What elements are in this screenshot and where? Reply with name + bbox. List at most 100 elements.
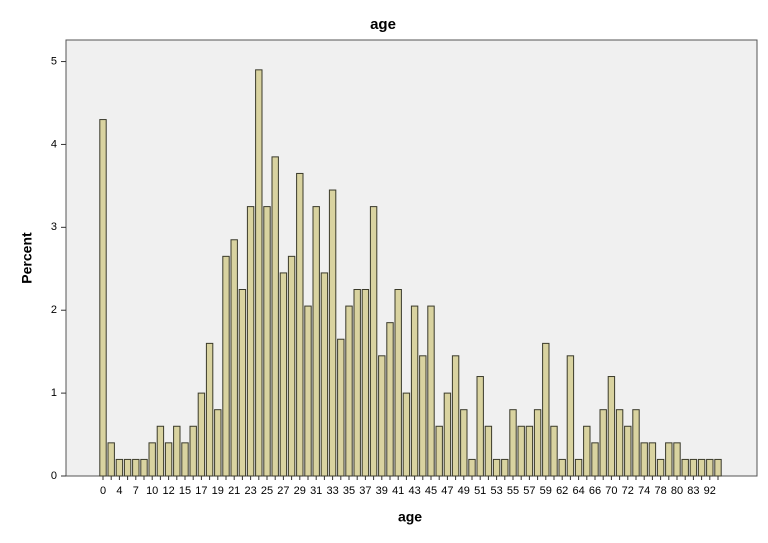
x-tick-label: 21 — [228, 485, 240, 497]
x-tick-label: 29 — [294, 485, 306, 497]
bar — [312, 206, 320, 477]
x-tick-label: 78 — [654, 485, 666, 497]
bar — [640, 442, 648, 477]
bar — [173, 425, 181, 477]
bar — [607, 376, 616, 477]
bar — [714, 458, 722, 477]
bar — [410, 305, 419, 477]
x-tick-label: 35 — [343, 485, 355, 497]
chart-title: age — [370, 16, 396, 33]
x-tick-label: 31 — [310, 485, 322, 497]
bar — [197, 392, 206, 477]
x-tick-label: 45 — [425, 485, 437, 497]
x-tick-label: 74 — [638, 485, 650, 497]
y-tick-label: 3 — [51, 221, 57, 233]
bar — [583, 425, 591, 477]
bar — [279, 272, 288, 477]
bar — [296, 172, 304, 477]
bar — [230, 239, 238, 477]
bar — [148, 442, 156, 477]
bar — [255, 69, 263, 477]
bar — [632, 409, 640, 477]
bar — [484, 425, 493, 477]
x-tick-label: 51 — [474, 485, 486, 497]
x-tick-label: 27 — [277, 485, 289, 497]
bar — [394, 288, 402, 477]
x-tick-label: 0 — [100, 485, 106, 497]
x-tick-label: 25 — [261, 485, 273, 497]
bar — [460, 409, 468, 477]
bar — [107, 442, 115, 477]
x-tick-label: 7 — [133, 485, 139, 497]
x-axis-label: age — [398, 509, 422, 525]
bar — [624, 425, 632, 477]
bar — [419, 355, 427, 477]
bar — [574, 458, 583, 477]
x-tick-label: 72 — [622, 485, 634, 497]
bar — [328, 189, 337, 477]
bar — [435, 425, 443, 477]
bar — [189, 425, 197, 477]
bar — [706, 458, 714, 477]
bar — [542, 342, 550, 477]
bar — [337, 338, 345, 477]
x-tick-label: 33 — [326, 485, 338, 497]
x-tick-label: 4 — [116, 485, 122, 497]
bar — [550, 425, 558, 477]
x-tick-label: 49 — [458, 485, 470, 497]
bar — [681, 458, 689, 477]
bar — [697, 458, 706, 477]
x-tick-label: 53 — [490, 485, 502, 497]
x-tick-label: 19 — [212, 485, 224, 497]
bar — [156, 425, 165, 477]
x-tick-label: 66 — [589, 485, 601, 497]
y-tick-label: 4 — [51, 138, 57, 150]
bar — [427, 305, 435, 477]
x-tick-label: 17 — [195, 485, 207, 497]
bar — [673, 442, 681, 477]
x-tick-label: 15 — [179, 485, 191, 497]
x-tick-label: 80 — [671, 485, 683, 497]
bar — [443, 392, 452, 477]
bar — [517, 425, 525, 477]
bar — [123, 458, 132, 477]
bar — [402, 392, 411, 477]
bar — [361, 288, 370, 477]
x-tick-label: 47 — [441, 485, 453, 497]
bar — [501, 458, 509, 477]
bar — [345, 305, 353, 477]
bar — [369, 206, 378, 477]
y-tick-label: 5 — [51, 55, 57, 67]
bar — [591, 442, 599, 477]
x-tick-label: 59 — [540, 485, 552, 497]
x-tick-label: 10 — [146, 485, 158, 497]
bar — [238, 288, 247, 477]
bar — [378, 355, 386, 477]
bar — [164, 442, 173, 477]
x-tick-label: 55 — [507, 485, 519, 497]
bar — [509, 409, 517, 477]
bar — [665, 442, 673, 477]
bar — [386, 322, 394, 477]
x-tick-label: 37 — [359, 485, 371, 497]
bar — [181, 442, 189, 477]
bar — [353, 288, 361, 477]
bar — [271, 156, 279, 477]
y-axis-label: Percent — [19, 232, 35, 284]
bar — [246, 206, 255, 477]
bar — [140, 458, 148, 477]
x-tick-label: 83 — [687, 485, 699, 497]
bar — [205, 342, 214, 477]
x-tick-label: 41 — [392, 485, 404, 497]
bar — [132, 458, 140, 477]
bar — [222, 255, 230, 477]
x-tick-label: 62 — [556, 485, 568, 497]
x-tick-label: 43 — [408, 485, 420, 497]
x-tick-label: 92 — [704, 485, 716, 497]
bar — [214, 409, 222, 477]
x-tick-label: 64 — [572, 485, 584, 497]
bar — [525, 425, 534, 477]
x-tick-label: 23 — [244, 485, 256, 497]
bar — [115, 458, 124, 477]
